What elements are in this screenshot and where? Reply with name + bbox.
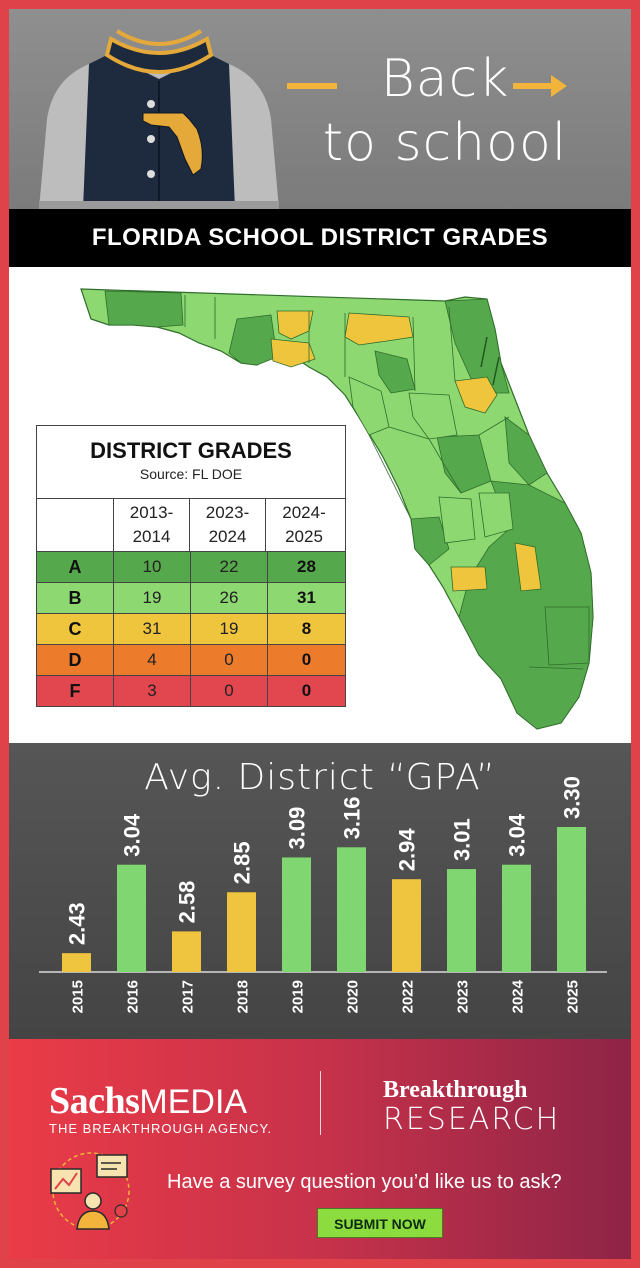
footer: SachsMEDIA THE BREAKTHROUGH AGENCY. Brea…: [9, 1039, 631, 1259]
tick-label-2024: 2024: [510, 979, 527, 1013]
grade-count: 0: [267, 676, 345, 706]
grade-count: 26: [190, 583, 267, 613]
grade-count: 10: [113, 552, 190, 582]
page-title: FLORIDA SCHOOL DISTRICT GRADES: [9, 209, 631, 267]
table-corner-cell: [37, 499, 113, 551]
year-label-bottom: 2024: [208, 527, 247, 546]
value-label-2016: 3.04: [120, 813, 145, 857]
logo-breakthrough: Breakthrough: [383, 1077, 528, 1103]
grade-count: 31: [267, 583, 345, 613]
table-row: D 4 0 0: [37, 645, 345, 676]
tick-label-2015: 2015: [70, 980, 87, 1013]
table-row: C 31 19 8: [37, 614, 345, 645]
tick-label-2022: 2022: [400, 980, 417, 1013]
bar-2019: [282, 857, 311, 972]
district-grades-table: DISTRICT GRADES Source: FL DOE 2013- 2014…: [36, 425, 346, 707]
submit-now-button[interactable]: SUBMIT NOW: [317, 1208, 443, 1238]
bar-2016: [117, 864, 146, 972]
chart-title: Avg. District “GPA”: [144, 757, 496, 798]
logo-sachs: Sachs: [49, 1080, 140, 1122]
florida-map-icon: [80, 288, 594, 730]
grade-count: 3: [113, 676, 190, 706]
year-header: 2013- 2014: [113, 499, 189, 551]
tick-label-2023: 2023: [455, 980, 472, 1013]
sachs-media-logo[interactable]: SachsMEDIA THE BREAKTHROUGH AGENCY.: [49, 1079, 272, 1136]
bar-2022: [392, 879, 421, 972]
grade-label: A: [68, 557, 82, 577]
arrow-right-icon: [551, 75, 567, 97]
value-label-2022: 2.94: [395, 828, 420, 872]
value-label-2025: 3.30: [560, 776, 585, 819]
grade-count: 0: [267, 645, 345, 675]
bar-2024: [502, 864, 531, 972]
grade-count: 19: [190, 614, 267, 644]
bar-2015: [62, 953, 91, 972]
tick-label-2018: 2018: [235, 980, 252, 1013]
bar-2023: [447, 869, 476, 972]
value-label-2018: 2.85: [230, 841, 255, 884]
grade-label: F: [69, 681, 81, 701]
value-label-2023: 3.01: [450, 818, 475, 861]
tick-label-2020: 2020: [345, 980, 362, 1013]
year-label-bottom: 2025: [285, 527, 323, 546]
year-label-top: 2013-: [129, 503, 174, 522]
table-row: A 10 22 28: [37, 552, 345, 583]
year-header: 2024- 2025: [265, 499, 342, 551]
grade-label: C: [68, 619, 82, 639]
grade-count: 28: [267, 552, 345, 582]
dash-right: [513, 83, 553, 89]
map-section: DISTRICT GRADES Source: FL DOE 2013- 2014…: [9, 267, 631, 743]
gpa-chart-section: Avg. District “GPA” 2.43 2015 3.04 2016 2.58…: [9, 743, 631, 1039]
varsity-jacket-icon: [39, 29, 279, 209]
survey-research-icon: [50, 1152, 130, 1230]
table-header: DISTRICT GRADES Source: FL DOE: [37, 426, 345, 499]
table-row: F 3 0 0: [37, 676, 345, 706]
bar-2018: [227, 892, 256, 972]
tick-label-2025: 2025: [565, 980, 582, 1013]
value-label-2019: 3.09: [285, 807, 310, 850]
bar-2020: [337, 847, 366, 972]
value-label-2024: 3.04: [505, 813, 530, 857]
grade-count: 0: [190, 676, 267, 706]
value-label-2020: 3.16: [340, 796, 365, 839]
tick-label-2019: 2019: [290, 980, 307, 1013]
year-header: 2023- 2024: [189, 499, 265, 551]
year-label-top: 2024-: [282, 503, 326, 522]
table-title: DISTRICT GRADES: [90, 438, 292, 463]
grade-count: 31: [113, 614, 190, 644]
gpa-bar-chart: 2.43 2015 3.04 2016 2.58 2017 2.85 2018 3.09 2019…: [39, 776, 607, 1013]
tick-label-2017: 2017: [180, 980, 197, 1013]
grade-count: 4: [113, 645, 190, 675]
tick-label-2016: 2016: [125, 980, 142, 1013]
logo-media: MEDIA: [139, 1083, 248, 1121]
hero-title-line2: to school: [322, 113, 568, 173]
grade-count: 8: [267, 614, 345, 644]
value-label-2015: 2.43: [65, 902, 90, 945]
value-label-2017: 2.58: [175, 881, 200, 924]
hero-title-line1: Back: [380, 49, 510, 109]
bar-2025: [557, 827, 586, 972]
grade-count: 22: [190, 552, 267, 582]
grade-label: D: [68, 650, 82, 670]
logo-research: RESEARCH: [383, 1102, 561, 1137]
year-label-bottom: 2014: [132, 527, 171, 546]
grade-label: B: [68, 588, 82, 608]
table-row: B 19 26 31: [37, 583, 345, 614]
survey-cta-text: Have a survey question you’d like us to …: [167, 1171, 562, 1193]
hero-banner: Back to school: [9, 9, 631, 209]
table-year-header-row: 2013- 2014 2023- 2024 2024- 2025: [37, 499, 345, 552]
logo-divider: [320, 1071, 321, 1135]
year-label-top: 2023-: [205, 503, 250, 522]
breakthrough-research-logo[interactable]: Breakthrough RESEARCH: [383, 1077, 560, 1137]
logo-tagline: THE BREAKTHROUGH AGENCY.: [49, 1121, 273, 1136]
grade-count: 0: [190, 645, 267, 675]
grade-count: 19: [113, 583, 190, 613]
bar-2017: [172, 931, 201, 972]
table-source: Source: FL DOE: [139, 466, 243, 482]
dash-left: [287, 83, 337, 89]
